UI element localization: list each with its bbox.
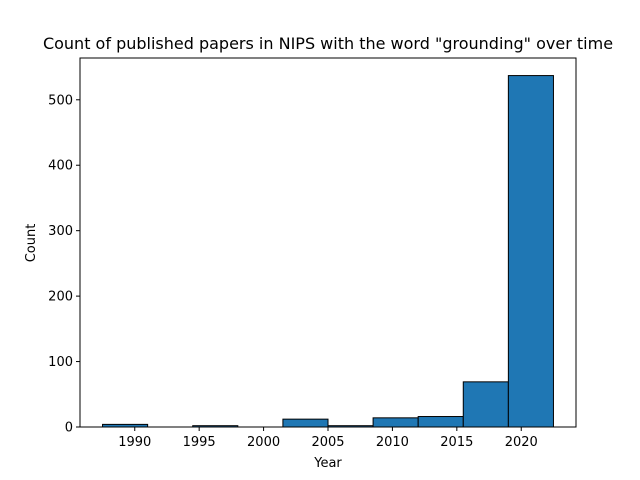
y-tick-label: 500 <box>48 93 73 108</box>
x-tick-label: 1995 <box>183 435 216 450</box>
x-tick-label: 1990 <box>118 435 151 450</box>
chart-title: Count of published papers in NIPS with t… <box>43 34 613 53</box>
plot-frame <box>79 57 577 428</box>
y-tick-label: 400 <box>48 159 73 174</box>
y-axis: 0 100 200 300 400 500 <box>48 93 80 436</box>
x-axis: 1990 1995 2000 2005 2010 2015 2020 <box>118 427 538 450</box>
y-axis-label: Count <box>24 224 39 263</box>
y-tick-label: 100 <box>48 355 73 370</box>
histogram-bar <box>417 416 464 428</box>
histogram-bar <box>507 75 554 428</box>
x-axis-label: Year <box>313 456 342 471</box>
histogram-bar <box>282 418 329 428</box>
histogram-bar <box>372 417 419 428</box>
x-tick-label: 2005 <box>311 435 344 450</box>
x-tick-label: 2010 <box>376 435 409 450</box>
y-tick-label: 300 <box>48 224 73 239</box>
x-tick-label: 2015 <box>440 435 473 450</box>
y-tick-label: 0 <box>65 421 73 436</box>
y-tick-label: 200 <box>48 290 73 305</box>
x-tick-label: 2020 <box>505 435 538 450</box>
bars-group <box>102 75 554 428</box>
x-tick-label: 2000 <box>247 435 280 450</box>
histogram-bar <box>462 381 509 428</box>
